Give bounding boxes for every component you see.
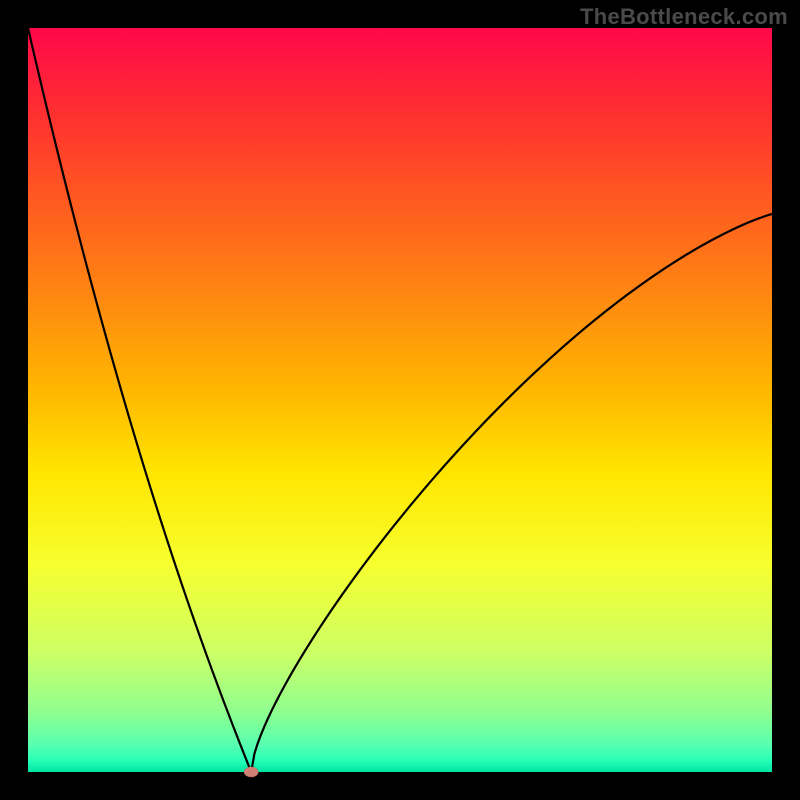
chart-svg xyxy=(0,0,800,800)
plot-background xyxy=(28,28,772,772)
watermark-text: TheBottleneck.com xyxy=(580,4,788,30)
chart-container: TheBottleneck.com xyxy=(0,0,800,800)
minimum-marker xyxy=(244,767,258,777)
